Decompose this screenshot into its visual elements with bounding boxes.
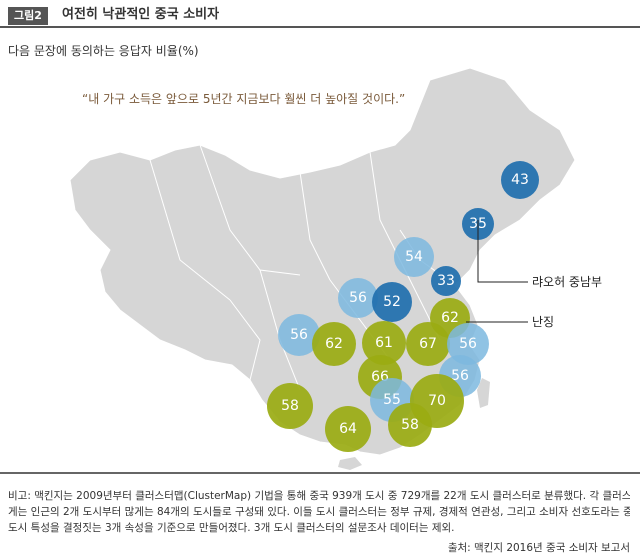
china-landmass	[69, 67, 576, 456]
cluster-circle	[338, 278, 378, 318]
divider	[0, 472, 640, 474]
cluster-value: 61	[375, 335, 393, 351]
taiwan-island	[477, 378, 490, 408]
cluster-bubble: 56	[447, 323, 489, 365]
cluster-value: 67	[419, 336, 437, 352]
cluster-circle	[501, 161, 539, 199]
footnote-line-1: 비고: 맥킨지는 2009년부터 클러스터맵(ClusterMap) 기법을 통…	[8, 490, 630, 502]
cluster-value: 55	[383, 392, 401, 408]
footnote-line-2: 게는 인근의 2개 도시부터 많게는 84개의 도시들로 구성돼 있다. 이들 …	[8, 506, 630, 518]
cluster-circle	[267, 383, 313, 429]
cluster-circle	[406, 322, 450, 366]
cluster-circle	[312, 322, 356, 366]
cluster-value: 62	[325, 336, 343, 352]
cluster-bubble: 56	[278, 314, 320, 356]
cluster-circle	[388, 403, 432, 447]
footnote-line-3: 도시 특성을 결정짓는 3개 속성을 기준으로 만들어졌다. 3개 도시 클러스…	[8, 522, 455, 534]
cluster-value: 62	[441, 310, 459, 326]
cluster-bubble: 61	[362, 321, 406, 365]
hainan-island	[338, 457, 362, 470]
cluster-circle	[447, 323, 489, 365]
china-map: 43 35 54 33 56 52 62 56 62 61 67 56 66 56 55 70 58 64 58 랴…	[0, 60, 640, 470]
cluster-bubble: 54	[394, 237, 434, 277]
cluster-bubble: 52	[372, 282, 412, 322]
figure-badge: 그림2	[8, 7, 48, 25]
cluster-value: 58	[281, 398, 299, 414]
survey-statement: “내 가구 소득은 앞으로 5년간 지금보다 훨씬 더 높아질 것이다.”	[82, 92, 406, 106]
cluster-value: 64	[339, 421, 357, 437]
figure-header: 그림2 여전히 낙관적인 중국 소비자	[0, 0, 640, 28]
cluster-bubble: 58	[388, 403, 432, 447]
callout-line-liaoning	[477, 220, 528, 283]
cluster-value: 58	[401, 417, 419, 433]
cluster-value: 52	[383, 294, 401, 310]
footnote: 비고: 맥킨지는 2009년부터 클러스터맵(ClusterMap) 기법을 통…	[8, 488, 630, 536]
callout-liaoning: 랴오허 중남부	[532, 275, 602, 289]
cluster-value: 54	[405, 249, 423, 265]
cluster-value: 56	[459, 336, 477, 352]
cluster-value: 56	[349, 290, 367, 306]
cluster-value: 43	[511, 172, 529, 188]
cluster-circle	[362, 321, 406, 365]
cluster-bubble: 56	[338, 278, 378, 318]
cluster-value: 70	[428, 393, 446, 409]
cluster-value: 56	[290, 327, 308, 343]
cluster-value: 56	[451, 368, 469, 384]
cluster-circle	[325, 406, 371, 452]
cluster-value: 33	[437, 273, 455, 289]
cluster-bubble: 43	[501, 161, 539, 199]
cluster-bubble: 64	[325, 406, 371, 452]
cluster-bubble: 33	[431, 266, 461, 296]
callout-nanjing: 난징	[532, 315, 554, 329]
cluster-bubble: 67	[406, 322, 450, 366]
cluster-circle	[394, 237, 434, 277]
source-credit: 출처: 맥킨지 2016년 중국 소비자 보고서	[447, 542, 630, 554]
cluster-circle	[431, 266, 461, 296]
cluster-bubble: 62	[312, 322, 356, 366]
cluster-circle	[278, 314, 320, 356]
cluster-bubble: 58	[267, 383, 313, 429]
figure-title: 여전히 낙관적인 중국 소비자	[62, 7, 220, 22]
cluster-circle	[372, 282, 412, 322]
figure-subtitle: 다음 문장에 동의하는 응답자 비율(%)	[8, 44, 199, 58]
